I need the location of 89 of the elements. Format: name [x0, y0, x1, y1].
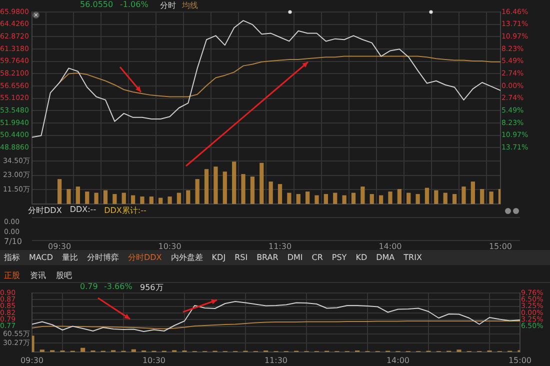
- text: KD: [356, 253, 368, 262]
- bar: [397, 189, 402, 204]
- bar: [388, 192, 392, 204]
- bar: [462, 186, 466, 204]
- bar: [424, 188, 430, 204]
- bar: [306, 192, 310, 204]
- bar: [241, 174, 246, 204]
- text: 56.0550: [80, 0, 114, 9]
- text: 分时: [160, 0, 176, 11]
- text: 内外盘差: [170, 252, 203, 263]
- bar: [112, 194, 117, 204]
- text: 指标: [4, 252, 20, 263]
- bar: [443, 192, 448, 204]
- bar: [130, 195, 136, 204]
- bar: [85, 192, 90, 204]
- bar: [489, 192, 494, 204]
- bar: [278, 184, 282, 204]
- bar: [324, 194, 328, 204]
- bar: [122, 192, 126, 204]
- bar: [260, 162, 264, 204]
- bar: [214, 166, 218, 204]
- bar: [204, 169, 209, 204]
- bar: [250, 176, 255, 204]
- text: 股吧: [56, 270, 72, 280]
- bar: [94, 192, 98, 204]
- bar: [195, 179, 200, 204]
- text: PSY: [332, 253, 347, 262]
- x-tick-label: 15:00: [508, 356, 532, 365]
- text: DDX:--: [70, 205, 96, 216]
- text: BRAR: [256, 253, 278, 262]
- bar: [176, 192, 182, 204]
- x-tick-label: 09:30: [20, 356, 44, 365]
- bar: [80, 348, 86, 352]
- x-tick-label: 14:00: [378, 242, 402, 251]
- bar: [222, 172, 227, 204]
- bar: [470, 182, 475, 204]
- bar: [378, 195, 384, 204]
- bar: [140, 196, 144, 204]
- bar: [66, 189, 71, 204]
- x-tick-label: 11:30: [268, 242, 292, 251]
- bar: [131, 349, 136, 352]
- text: CR: [312, 253, 323, 262]
- text: 分时博弈: [86, 252, 119, 263]
- bar: [76, 186, 80, 204]
- bar: [103, 190, 108, 204]
- text: 正股: [4, 270, 20, 280]
- bar: [351, 192, 356, 204]
- text: 量比: [62, 252, 78, 263]
- bar: [406, 192, 411, 204]
- bar: [168, 196, 172, 204]
- text: -3.66%: [104, 282, 132, 291]
- bar: [434, 190, 438, 204]
- text: MACD: [29, 253, 53, 262]
- text: 956万: [140, 282, 164, 293]
- bar: [296, 194, 300, 204]
- x-tick-label: 09:30: [48, 242, 72, 251]
- bar: [158, 198, 163, 204]
- text: 分时DDX: [28, 205, 62, 216]
- bar: [342, 195, 346, 204]
- x-tick-label: 10:30: [142, 356, 166, 365]
- text: KDJ: [212, 253, 226, 262]
- bar: [287, 192, 292, 204]
- text: DDX累计:--: [104, 205, 146, 216]
- text: TRIX: [404, 253, 422, 262]
- x-tick-label: 11:30: [264, 356, 288, 365]
- bar: [370, 194, 374, 204]
- bar: [149, 196, 154, 204]
- bar: [452, 194, 457, 204]
- text: DMA: [376, 253, 395, 262]
- bar: [268, 182, 273, 204]
- text: 均线: [182, 0, 198, 11]
- text: -1.06%: [120, 0, 148, 9]
- bar: [314, 195, 319, 204]
- bar: [416, 194, 420, 204]
- x-tick-label: 15:00: [488, 242, 512, 251]
- text: DMI: [287, 253, 303, 262]
- text: 0.79: [80, 282, 98, 291]
- text: RSI: [234, 253, 248, 262]
- text: 分时DDX: [128, 252, 162, 263]
- bar: [360, 186, 365, 204]
- bar: [480, 189, 484, 204]
- x-tick-label: 14:00: [386, 356, 410, 365]
- text: 7/10: [4, 237, 22, 246]
- bar: [57, 179, 62, 204]
- bar: [333, 192, 338, 204]
- bar: [232, 162, 236, 204]
- bar: [186, 190, 190, 204]
- x-tick-label: 10:30: [158, 242, 182, 251]
- text: 资讯: [30, 270, 46, 280]
